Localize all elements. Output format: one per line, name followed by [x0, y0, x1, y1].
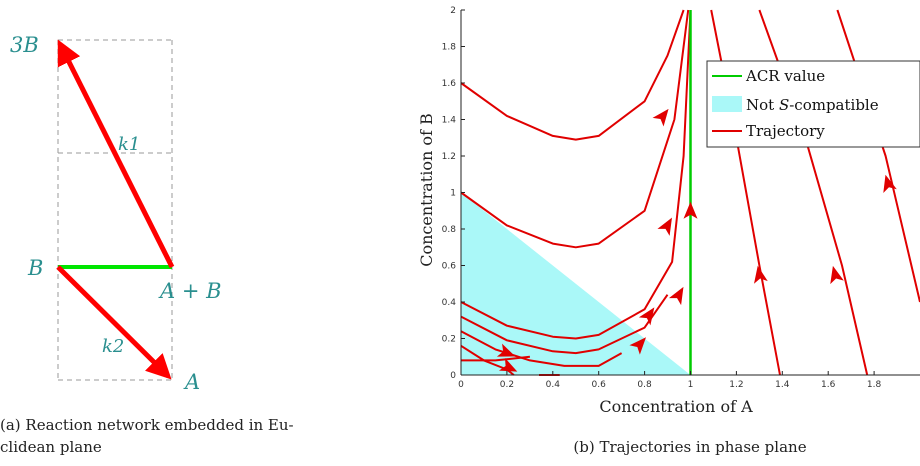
- y-tick-label: 1.2: [442, 152, 456, 162]
- x-tick-label: 0.8: [637, 380, 652, 390]
- node-3b-label: 3B: [10, 33, 39, 57]
- arrowhead-shape: [639, 303, 660, 325]
- y-tick-label: 1: [450, 189, 456, 199]
- x-tick-label: 1.4: [775, 380, 790, 390]
- trajectory-arrowhead-3: [669, 283, 690, 305]
- x-tick-label: 0: [458, 380, 464, 390]
- panel-b: 0 0.2 0.4 0.6 0.8 1 1.2 1.4 1.6 1.8 0 0.2 0.4 0.6 0.8 1…: [417, 6, 920, 456]
- not-compatible-region: [461, 193, 691, 376]
- trajectory-line-2: [461, 10, 688, 247]
- panel-a-caption-line2: clidean plane: [0, 438, 102, 456]
- trajectory-arrowhead-10: [826, 264, 844, 284]
- legend-acr-label: ACR value: [745, 67, 825, 85]
- y-axis-label: Concentration of B: [417, 113, 436, 267]
- y-tick-label: 1.8: [442, 43, 457, 53]
- trajectory-arrowhead-4: [639, 303, 660, 325]
- legend-region-suffix: -compatible: [789, 96, 878, 114]
- x-tick-label: 0.6: [592, 380, 607, 390]
- x-tick-label: 0.4: [546, 380, 561, 390]
- reaction-arrow-k2: [58, 267, 168, 376]
- panel-a: 3B B A + B A k1 k2 (a) Reaction network …: [0, 33, 294, 456]
- node-a-label: A: [183, 370, 200, 394]
- x-tick-label: 1.2: [729, 380, 743, 390]
- legend-region-symbol: S: [779, 96, 789, 114]
- panel-a-dashed-grid: [58, 40, 172, 380]
- legend-region-prefix: Not: [746, 96, 779, 114]
- x-tick-label: 1.8: [867, 380, 882, 390]
- y-tick-label: 2: [450, 6, 456, 16]
- rate-k1-label: k1: [118, 134, 140, 155]
- legend-region-swatch: [712, 96, 742, 112]
- arrowhead-shape: [669, 283, 690, 305]
- legend: ACR value Not S-compatible Trajectory: [707, 61, 920, 147]
- y-tick-label: 1.4: [442, 116, 457, 126]
- rate-k2-label: k2: [102, 336, 124, 357]
- arrowhead-shape: [653, 104, 675, 126]
- trajectory-line-12: [837, 10, 920, 302]
- trajectory-arrowhead-1: [653, 104, 675, 126]
- reaction-arrow-k1: [60, 44, 172, 267]
- y-tick-label: 0.8: [442, 225, 457, 235]
- legend-trajectory-label: Trajectory: [746, 122, 825, 140]
- x-tick-label: 1.6: [821, 380, 836, 390]
- y-tick-label: 0.2: [442, 335, 456, 345]
- legend-region-label: Not S-compatible: [746, 96, 879, 114]
- panel-b-caption: (b) Trajectories in phase plane: [573, 438, 806, 456]
- x-tick-label: 0.2: [500, 380, 514, 390]
- y-tick-label: 0.4: [442, 298, 457, 308]
- x-axis-label: Concentration of A: [599, 397, 753, 416]
- node-a-plus-b-label: A + B: [158, 279, 222, 303]
- trajectory-line-1: [461, 10, 684, 140]
- node-b-label: B: [27, 256, 43, 280]
- y-tick-label: 1.6: [442, 79, 457, 89]
- panel-a-caption-line1: (a) Reaction network embedded in Eu-: [0, 416, 294, 434]
- arrowhead-shape: [826, 264, 844, 284]
- y-tick-label: 0: [450, 371, 456, 381]
- x-tick-label: 1: [688, 380, 694, 390]
- y-tick-label: 0.6: [442, 262, 457, 272]
